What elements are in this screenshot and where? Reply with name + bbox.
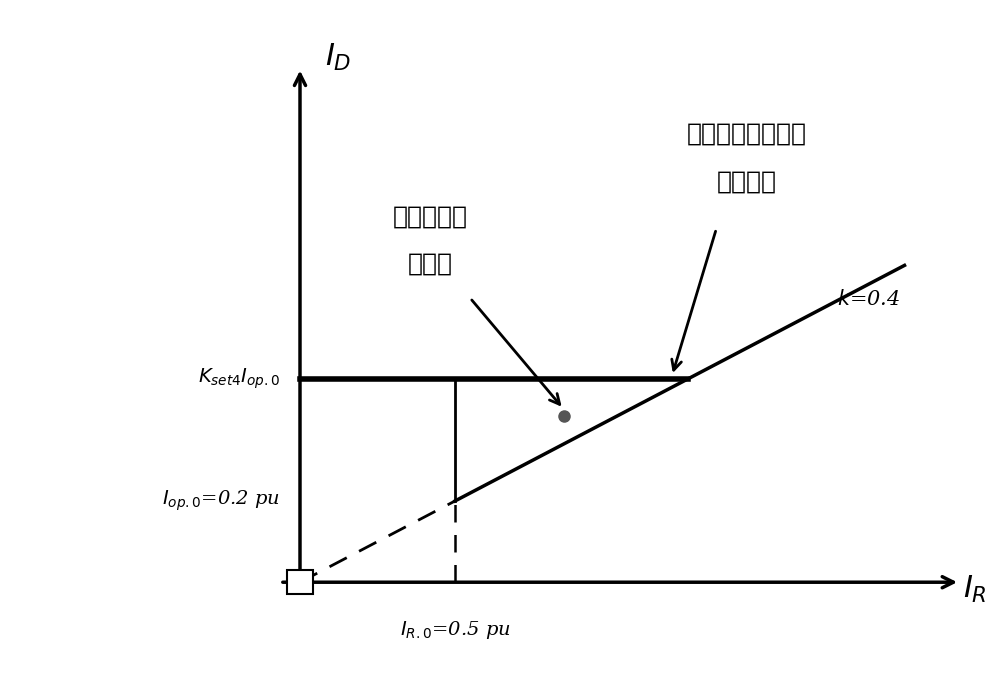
Text: $K_{set4}I_{op.0}$: $K_{set4}I_{op.0}$ [198, 367, 280, 391]
Text: 抬高动作平台定値: 抬高动作平台定値 [686, 122, 806, 146]
Text: 防止误动: 防止误动 [716, 169, 776, 193]
Text: $I_D$: $I_D$ [325, 42, 351, 73]
Bar [287, 570, 313, 594]
Text: $I_R$: $I_R$ [963, 573, 987, 605]
Text: $I_{op.0}$=0.2 pu: $I_{op.0}$=0.2 pu [162, 489, 280, 513]
Text: $I_{R.0}$=0.5 pu: $I_{R.0}$=0.5 pu [400, 619, 510, 641]
Text: 护误动: 护误动 [408, 252, 452, 276]
Text: $k$=0.4: $k$=0.4 [837, 289, 900, 309]
Text: 原有差动保: 原有差动保 [392, 204, 468, 229]
